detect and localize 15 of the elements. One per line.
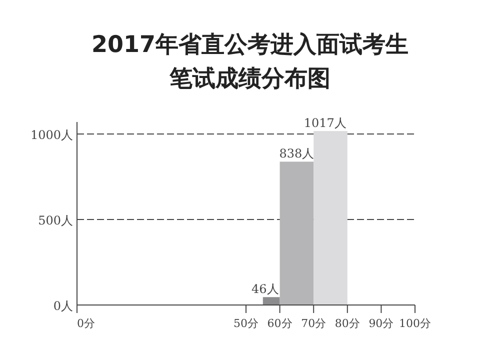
x-tick-label: 0分 [77, 317, 95, 330]
x-tick-label: 100分 [399, 317, 431, 330]
x-tick-label: 80分 [334, 317, 360, 330]
y-tick-label: 0人 [53, 299, 73, 313]
x-tick-label: 90分 [368, 317, 394, 330]
y-tick-label: 1000人 [30, 128, 73, 142]
x-tick-label: 60分 [267, 317, 292, 330]
chart-title: 2017年省直公考进入面试考生 [91, 32, 409, 58]
chart-subtitle: 笔试成绩分布图 [168, 66, 330, 92]
data-label: 46人 [252, 282, 279, 296]
x-tick-label: 70分 [301, 317, 326, 330]
data-label: 1017人 [304, 116, 346, 130]
data-label: 838人 [279, 146, 314, 161]
x-tick-label: 50分 [234, 317, 258, 330]
y-tick-label: 500人 [38, 213, 73, 228]
